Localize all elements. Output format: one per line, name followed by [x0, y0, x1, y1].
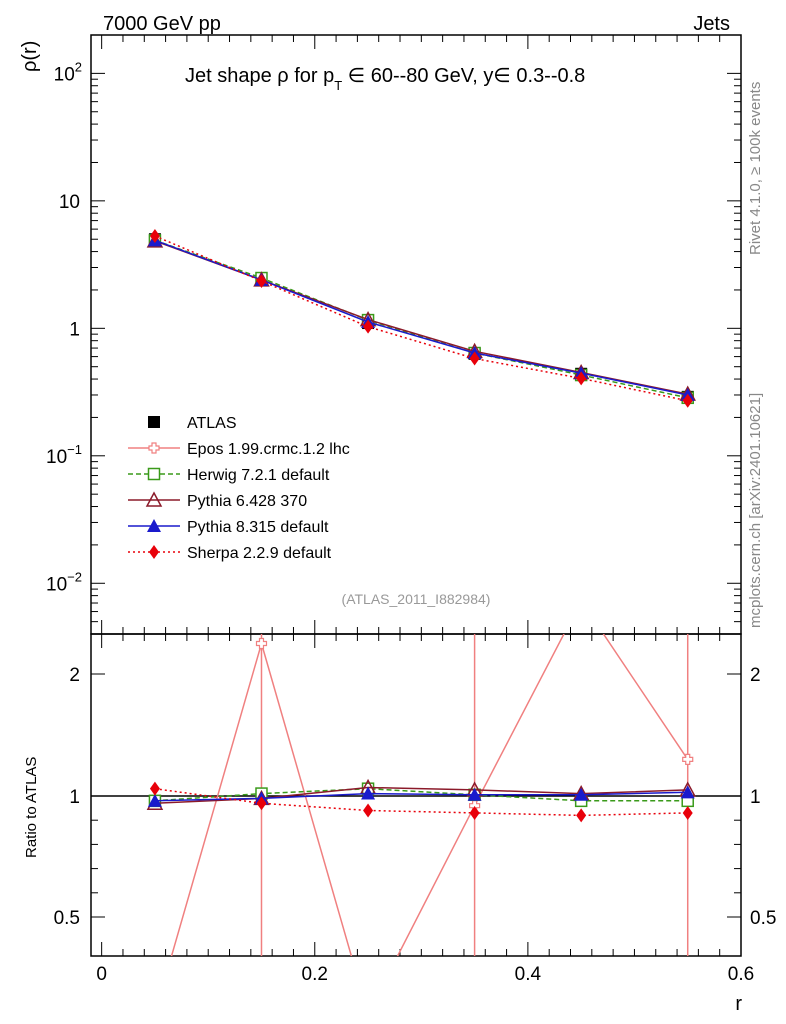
ratio-point-pythia-8-315-default [361, 786, 376, 800]
y-tick-label-ratio-right: 0.5 [750, 908, 776, 929]
legend-marker-sherpa-2-2-9-default [149, 545, 159, 559]
ratio-series [146, 634, 696, 956]
series-pythia-6-428-370 [146, 232, 696, 401]
ratio-line-epos-1-99-crmc-1-2-lhc [170, 634, 689, 956]
ratio-line-herwig-7-2-1-default [154, 787, 688, 802]
legend-marker-atlas [148, 416, 160, 428]
ratio-ticks: 0 0.2 0.4 0.6 0.5 0.5 1 1 2 2 [54, 634, 776, 985]
ratio-point-sherpa-2-2-9-default [149, 781, 160, 796]
ratio-line-pythia-8-315-default [154, 791, 688, 802]
legend-label-pythia-8-315-default: Pythia 8.315 default [187, 519, 329, 536]
point-sherpa-2-2-9-default [682, 393, 693, 408]
x-tick-label: 0.4 [515, 964, 542, 985]
rivet-label: Rivet 4.1.0, ≥ 100k events [747, 82, 764, 255]
series-pythia-8-315-default [147, 233, 695, 401]
legend-label-epos-1-99-crmc-1-2-lhc: Epos 1.99.crmc.1.2 lhc [187, 441, 350, 458]
legend-entry-pythia-6-428-370: Pythia 6.428 370 [128, 491, 307, 510]
legend-entry-atlas: ATLAS [148, 415, 237, 432]
legend: ATLAS Epos 1.99.crmc.1.2 lhc Herwig 7.2.1 … [128, 415, 350, 562]
header-category: Jets [693, 13, 730, 35]
ratio-point-sherpa-2-2-9-default [576, 808, 587, 823]
y-tick-label-main: 10−2 [46, 569, 82, 595]
legend-entry-epos-1-99-crmc-1-2-lhc: Epos 1.99.crmc.1.2 lhc [128, 441, 350, 458]
y-tick-label-ratio-right: 1 [750, 787, 761, 808]
ratio-point-epos-1-99-crmc-1-2-lhc [255, 637, 268, 650]
main-title: Jet shape ρ for pT ∈ 60--80 GeV, y∈ 0.3-… [185, 65, 585, 93]
mcplots-label: mcplots.cern.ch [arXiv:2401.10621] [747, 393, 764, 628]
ratio-point-pythia-8-315-default [147, 793, 162, 807]
y-tick-label-ratio-left: 2 [69, 665, 80, 686]
series-sherpa-2-2-9-default [149, 228, 693, 408]
ratio-series-epos-1-99-crmc-1-2-lhc [170, 634, 694, 956]
point-sherpa-2-2-9-default [363, 319, 374, 334]
y-axis-label-ratio: Ratio to ATLAS [23, 757, 40, 858]
main-series [146, 228, 696, 408]
legend-label-pythia-6-428-370: Pythia 6.428 370 [187, 493, 307, 510]
legend-entry-sherpa-2-2-9-default: Sherpa 2.2.9 default [128, 545, 332, 562]
ratio-point-epos-1-99-crmc-1-2-lhc [682, 753, 694, 765]
y-tick-label-ratio-left: 0.5 [54, 908, 80, 929]
analysis-watermark: (ATLAS_2011_I882984) [342, 591, 491, 607]
legend-label-herwig-7-2-1-default: Herwig 7.2.1 default [187, 467, 330, 484]
point-sherpa-2-2-9-default [149, 228, 160, 243]
legend-entry-pythia-8-315-default: Pythia 8.315 default [128, 519, 329, 536]
y-tick-label-ratio-left: 1 [69, 787, 80, 808]
legend-marker-pythia-6-428-370 [145, 491, 163, 507]
y-tick-label-main: 1 [69, 319, 80, 340]
ratio-point-pythia-8-315-default [467, 787, 482, 801]
line-sherpa-2-2-9-default [154, 235, 688, 402]
point-sherpa-2-2-9-default [469, 351, 480, 366]
y-axis-label-main: ρ(r) [19, 41, 41, 72]
ratio-point-pythia-8-315-default [574, 787, 589, 801]
ratio-panel-frame [90, 633, 742, 957]
ratio-point-sherpa-2-2-9-default [682, 805, 693, 820]
legend-label-sherpa-2-2-9-default: Sherpa 2.2.9 default [187, 545, 332, 562]
x-tick-label: 0.6 [728, 964, 754, 985]
line-pythia-6-428-370 [154, 240, 688, 395]
x-tick-label: 0 [96, 964, 107, 985]
ratio-point-sherpa-2-2-9-default [469, 805, 480, 820]
ratio-point-pythia-8-315-default [680, 785, 695, 799]
line-herwig-7-2-1-default [154, 239, 688, 399]
x-axis-label: r [735, 993, 742, 1015]
x-tick-label: 0.2 [302, 964, 328, 985]
series-atlas [148, 233, 694, 403]
y-tick-label-main: 10−1 [46, 442, 82, 468]
legend-marker-herwig-7-2-1-default [147, 467, 161, 481]
ratio-point-sherpa-2-2-9-default [363, 803, 374, 818]
line-pythia-8-315-default [154, 239, 688, 396]
y-tick-label-main: 102 [54, 59, 82, 85]
ratio-line-sherpa-2-2-9-default [154, 787, 688, 817]
main-ticks: 102 10 1 10−1 10−2 [46, 34, 742, 635]
point-sherpa-2-2-9-default [256, 274, 267, 289]
legend-entry-herwig-7-2-1-default: Herwig 7.2.1 default [128, 467, 330, 484]
ratio-point-sherpa-2-2-9-default [256, 796, 267, 811]
legend-marker-pythia-8-315-default [147, 519, 161, 532]
ratio-series-sherpa-2-2-9-default [149, 781, 693, 823]
point-sherpa-2-2-9-default [576, 371, 587, 386]
y-tick-label-main: 10 [59, 192, 80, 213]
y-tick-label-ratio-right: 2 [750, 665, 761, 686]
legend-label-atlas: ATLAS [187, 415, 237, 432]
legend-marker-epos-1-99-crmc-1-2-lhc [148, 442, 160, 454]
header-energy: 7000 GeV pp [103, 13, 221, 35]
